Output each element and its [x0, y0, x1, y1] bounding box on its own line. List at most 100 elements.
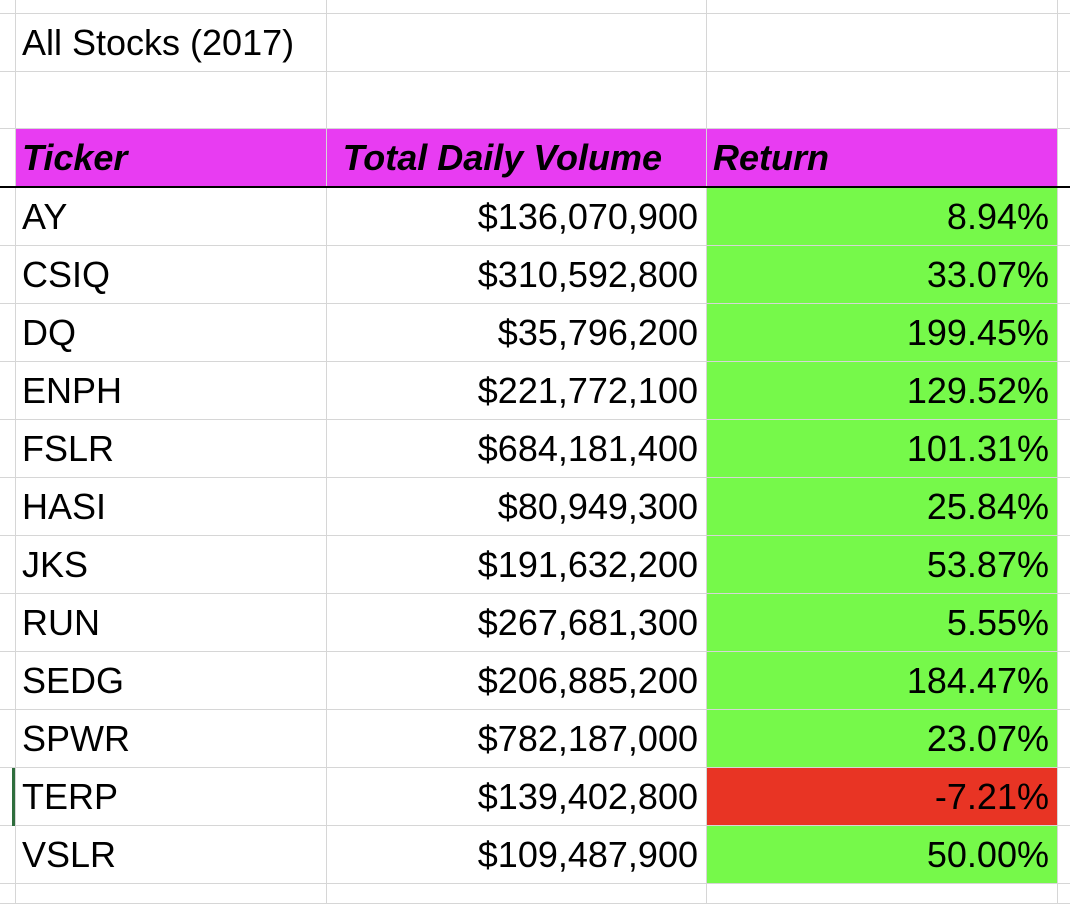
row-margin	[0, 884, 16, 903]
cell[interactable]	[1058, 304, 1070, 361]
row-margin	[0, 826, 16, 883]
volume-cell[interactable]: $139,402,800	[327, 768, 707, 825]
row-margin	[0, 478, 16, 535]
row-margin	[0, 188, 16, 245]
cell[interactable]	[327, 884, 707, 903]
row-selection-marker	[12, 768, 15, 826]
ticker-cell[interactable]: DQ	[16, 304, 327, 361]
cell[interactable]	[16, 72, 327, 128]
cell[interactable]	[1058, 72, 1070, 128]
row-margin	[0, 594, 16, 651]
cell[interactable]	[1058, 420, 1070, 477]
volume-cell[interactable]: $80,949,300	[327, 478, 707, 535]
return-cell[interactable]: 53.87%	[707, 536, 1058, 593]
ticker-cell[interactable]: VSLR	[16, 826, 327, 883]
cell[interactable]	[1058, 129, 1070, 186]
table-row: RUN $267,681,300 5.55%	[0, 594, 1070, 652]
table-row: AY $136,070,900 8.94%	[0, 188, 1070, 246]
cell[interactable]	[327, 72, 707, 128]
header-ticker[interactable]: Ticker	[16, 129, 327, 186]
row-margin	[0, 536, 16, 593]
cell[interactable]	[707, 14, 1058, 71]
return-cell[interactable]: 5.55%	[707, 594, 1058, 651]
return-cell[interactable]: -7.21%	[707, 768, 1058, 825]
return-cell[interactable]: 129.52%	[707, 362, 1058, 419]
return-cell[interactable]: 101.31%	[707, 420, 1058, 477]
table-row: SPWR $782,187,000 23.07%	[0, 710, 1070, 768]
cell[interactable]	[1058, 884, 1070, 903]
cell[interactable]	[1058, 362, 1070, 419]
table-row: HASI $80,949,300 25.84%	[0, 478, 1070, 536]
cell[interactable]	[707, 72, 1058, 128]
volume-cell[interactable]: $191,632,200	[327, 536, 707, 593]
ticker-cell[interactable]: CSIQ	[16, 246, 327, 303]
row-margin	[0, 72, 16, 128]
header-volume-label: Total Daily Volume	[342, 136, 662, 178]
cell[interactable]	[1058, 652, 1070, 709]
blank-row	[0, 72, 1070, 129]
return-cell[interactable]: 33.07%	[707, 246, 1058, 303]
row-margin	[0, 0, 16, 13]
cell[interactable]	[1058, 768, 1070, 825]
row-margin	[0, 710, 16, 767]
header-ticker-label: Ticker	[22, 136, 128, 178]
ticker-cell[interactable]: TERP	[16, 768, 327, 825]
ticker-cell[interactable]: AY	[16, 188, 327, 245]
return-cell[interactable]: 50.00%	[707, 826, 1058, 883]
return-cell[interactable]: 25.84%	[707, 478, 1058, 535]
cell[interactable]	[327, 0, 707, 13]
ticker-cell[interactable]: SPWR	[16, 710, 327, 767]
row-margin	[0, 304, 16, 361]
volume-cell[interactable]: $206,885,200	[327, 652, 707, 709]
cell[interactable]	[16, 884, 327, 903]
table-row: DQ $35,796,200 199.45%	[0, 304, 1070, 362]
cell[interactable]	[327, 14, 707, 71]
volume-cell[interactable]: $782,187,000	[327, 710, 707, 767]
sheet-row-partial	[0, 0, 1070, 14]
table-row: VSLR $109,487,900 50.00%	[0, 826, 1070, 884]
return-cell[interactable]: 199.45%	[707, 304, 1058, 361]
ticker-cell[interactable]: SEDG	[16, 652, 327, 709]
volume-cell[interactable]: $109,487,900	[327, 826, 707, 883]
table-row: TERP $139,402,800 -7.21%	[0, 768, 1070, 826]
return-cell[interactable]: 184.47%	[707, 652, 1058, 709]
table-row: ENPH $221,772,100 129.52%	[0, 362, 1070, 420]
cell[interactable]	[1058, 536, 1070, 593]
cell[interactable]	[1058, 826, 1070, 883]
cell[interactable]	[707, 0, 1058, 13]
row-margin	[0, 420, 16, 477]
ticker-cell[interactable]: FSLR	[16, 420, 327, 477]
cell[interactable]	[1058, 246, 1070, 303]
volume-cell[interactable]: $267,681,300	[327, 594, 707, 651]
volume-cell[interactable]: $136,070,900	[327, 188, 707, 245]
ticker-cell[interactable]: ENPH	[16, 362, 327, 419]
table-row: JKS $191,632,200 53.87%	[0, 536, 1070, 594]
volume-cell[interactable]: $221,772,100	[327, 362, 707, 419]
cell[interactable]	[16, 0, 327, 13]
cell[interactable]	[1058, 14, 1070, 71]
row-margin	[0, 14, 16, 71]
cell[interactable]	[1058, 0, 1070, 13]
ticker-cell[interactable]: HASI	[16, 478, 327, 535]
volume-cell[interactable]: $684,181,400	[327, 420, 707, 477]
cell[interactable]	[1058, 188, 1070, 245]
header-return[interactable]: Return	[707, 129, 1058, 186]
volume-cell[interactable]: $35,796,200	[327, 304, 707, 361]
cell[interactable]	[707, 884, 1058, 903]
return-cell[interactable]: 8.94%	[707, 188, 1058, 245]
row-margin	[0, 652, 16, 709]
header-return-label: Return	[713, 136, 829, 178]
cell[interactable]	[1058, 710, 1070, 767]
volume-cell[interactable]: $310,592,800	[327, 246, 707, 303]
return-cell[interactable]: 23.07%	[707, 710, 1058, 767]
table-row: FSLR $684,181,400 101.31%	[0, 420, 1070, 478]
ticker-cell[interactable]: JKS	[16, 536, 327, 593]
ticker-cell[interactable]: RUN	[16, 594, 327, 651]
cell[interactable]	[1058, 478, 1070, 535]
cell[interactable]	[1058, 594, 1070, 651]
title-cell[interactable]: All Stocks (2017)	[16, 14, 327, 71]
header-volume[interactable]: Total Daily Volume	[327, 129, 707, 186]
header-row: Ticker Total Daily Volume Return	[0, 129, 1070, 188]
row-margin	[0, 362, 16, 419]
